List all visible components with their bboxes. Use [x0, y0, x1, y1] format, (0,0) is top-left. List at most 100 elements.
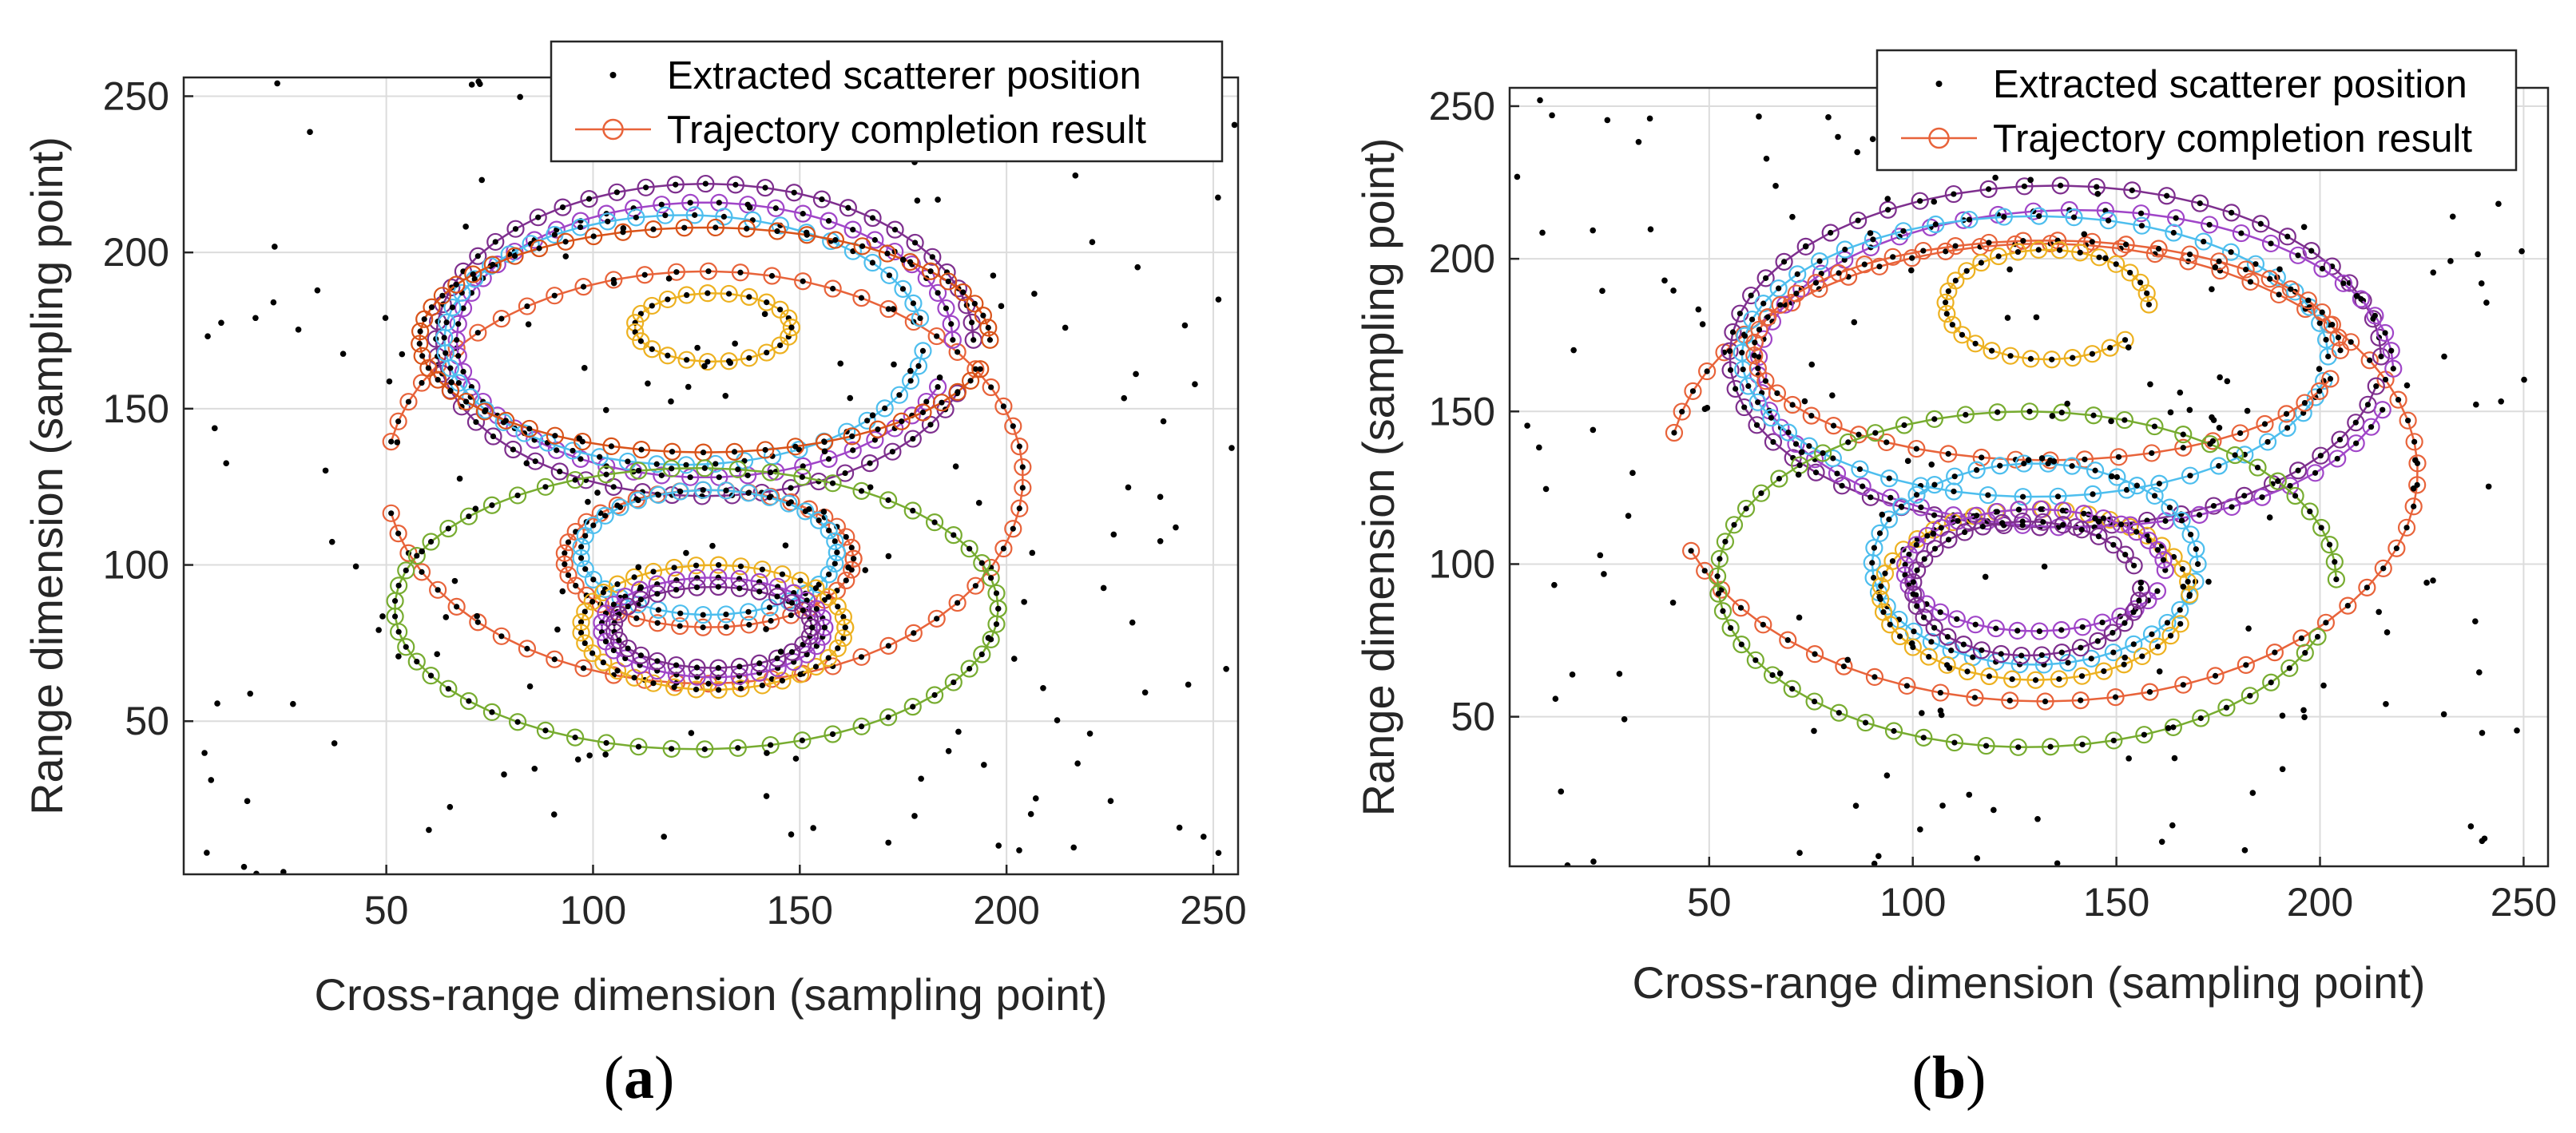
scatterer-point: [405, 398, 412, 405]
scatterer-point: [1811, 698, 1818, 705]
scatterer-point: [2026, 408, 2033, 414]
trajectory-marker: [1927, 215, 1945, 234]
trajectory-marker: [706, 454, 724, 473]
scatterer-point: [927, 268, 934, 275]
trajectory-marker: [2278, 228, 2296, 246]
scatterer-point: [2283, 410, 2290, 417]
trajectory-marker: [2058, 653, 2078, 672]
trajectory-marker: [454, 362, 473, 381]
scatterer-point: [616, 637, 622, 644]
scatterer-point: [2325, 353, 2332, 360]
scatterer-point: [1806, 443, 1812, 450]
scatterer-point: [847, 394, 854, 402]
y-tick-label: 200: [103, 230, 169, 275]
scatterer-point: [562, 253, 570, 259]
scatterer-point: [1796, 462, 1803, 469]
scatterer-point: [307, 129, 313, 136]
scatterer-point: [535, 214, 542, 220]
trajectory-marker: [1754, 616, 1772, 634]
scatterer-point: [2518, 248, 2525, 255]
scatterer-point: [489, 709, 495, 715]
trajectory-marker: [921, 262, 940, 280]
scatterer-point: [1951, 488, 1957, 495]
trajectory-marker: [1925, 410, 1943, 428]
scatterer-point: [684, 291, 690, 299]
trajectory-marker: [1936, 242, 1955, 260]
scatterer-point: [1173, 524, 1179, 531]
scatterer-point: [391, 598, 399, 604]
scatterer-point: [1890, 254, 1896, 260]
scatterer-point: [514, 492, 521, 499]
scatterer-point: [2441, 353, 2447, 360]
trajectory-marker: [852, 717, 871, 735]
scatterer-point: [649, 346, 655, 352]
trajectory-marker: [2362, 418, 2380, 436]
scatterer-point: [635, 564, 642, 571]
scatterer-point: [1939, 802, 1946, 809]
scatterer-point: [601, 513, 609, 519]
trajectory-marker: [1004, 520, 1022, 538]
scatterer-point: [673, 269, 680, 275]
scatterer-point: [1646, 115, 1653, 122]
scatterer-point: [2122, 552, 2129, 558]
scatterer-point: [1898, 503, 1904, 509]
scatterer-point: [1794, 271, 1800, 277]
trajectory-marker: [2156, 561, 2174, 580]
scatterer-point: [2122, 417, 2128, 423]
trajectory-marker: [1967, 506, 1986, 525]
trajectory-marker: [419, 359, 438, 378]
trajectory-marker: [1903, 638, 1922, 656]
scatterer-point: [2430, 269, 2437, 276]
trajectory-marker: [2241, 272, 2260, 291]
trajectory-marker: [756, 178, 775, 197]
trajectory-marker: [1864, 230, 1882, 248]
scatterer-point: [825, 594, 832, 600]
trajectory-marker: [750, 582, 768, 600]
scatterer-point: [774, 593, 780, 600]
scatterer-point: [2088, 656, 2094, 662]
trajectory-marker: [2308, 628, 2327, 646]
trajectory-marker: [675, 219, 693, 237]
trajectory-marker: [2006, 450, 2025, 469]
scatterer-point: [585, 196, 593, 202]
scatterer-point: [998, 303, 1005, 310]
scatterer-point: [1884, 196, 1891, 202]
scatterer-point: [2238, 230, 2245, 236]
scatterer-point: [1828, 229, 1834, 236]
trajectory-marker: [605, 666, 623, 684]
scatterer-point: [723, 487, 729, 493]
trajectory-marker: [697, 174, 715, 193]
scatterer-point: [1907, 267, 1915, 274]
trajectory-marker: [1737, 499, 1756, 518]
trajectory-marker: [1931, 603, 1950, 621]
trajectory-marker: [768, 587, 787, 606]
scatterer-point: [1616, 671, 1623, 677]
trajectory-marker: [1014, 478, 1032, 497]
scatterer-point: [2136, 597, 2142, 604]
scatterer-point: [416, 340, 423, 347]
trajectory-marker: [1716, 533, 1735, 551]
scatterer-point: [1872, 430, 1879, 436]
scatterer-point: [910, 703, 916, 710]
scatterer-point: [869, 215, 876, 221]
scatterer-point: [935, 196, 941, 203]
scatterer-point: [454, 604, 460, 610]
scatterer-point: [1231, 121, 1238, 129]
scatterer-point: [1798, 449, 1805, 455]
scatterer-point: [600, 660, 606, 666]
scatterer-point: [1930, 530, 1937, 537]
scatterer-point: [2014, 248, 2021, 256]
scatterer-point: [993, 590, 1000, 596]
trajectory-marker: [1853, 477, 1871, 496]
scatterer-point: [2114, 473, 2120, 481]
scatterer-point: [2449, 213, 2456, 220]
scatterer-point: [2078, 644, 2084, 651]
trajectory-marker: [382, 504, 400, 522]
scatterer-point: [2162, 567, 2169, 573]
scatterer-point: [2021, 183, 2027, 189]
trajectory-marker: [1796, 237, 1815, 256]
trajectory-marker: [2312, 446, 2330, 465]
scatterer-point: [736, 585, 743, 592]
trajectory-marker: [1856, 256, 1874, 274]
trajectory-marker: [2306, 464, 2324, 482]
